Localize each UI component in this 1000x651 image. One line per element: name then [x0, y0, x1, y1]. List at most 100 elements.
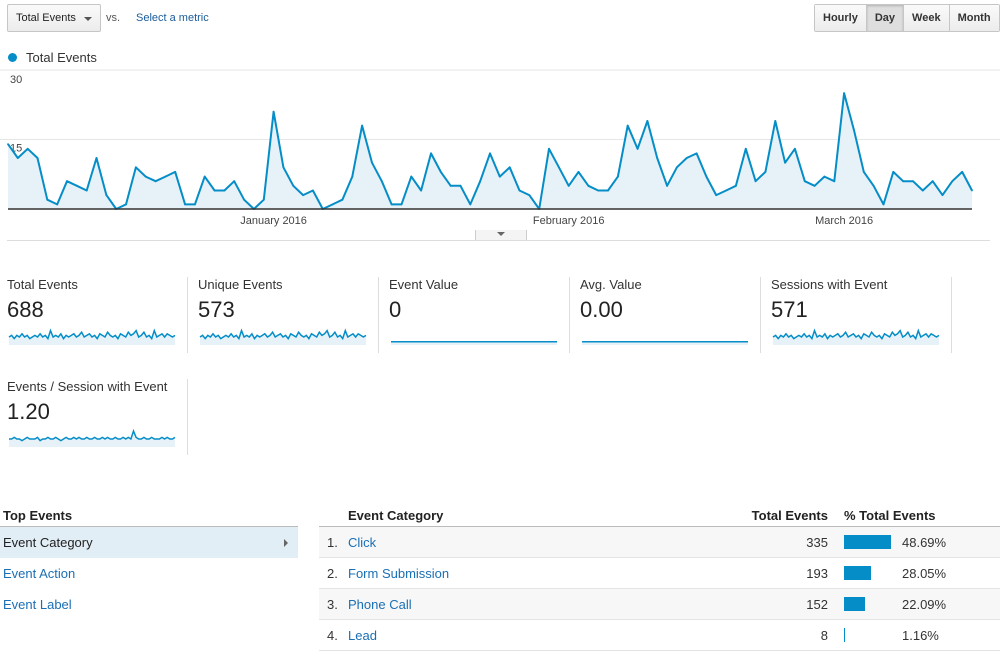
- day-button[interactable]: Day: [866, 5, 905, 31]
- data-point[interactable]: [341, 198, 344, 201]
- data-point[interactable]: [272, 110, 275, 113]
- data-point[interactable]: [557, 166, 560, 169]
- data-point[interactable]: [125, 203, 127, 206]
- data-point[interactable]: [921, 189, 924, 192]
- data-point[interactable]: [892, 171, 895, 173]
- data-point[interactable]: [735, 184, 737, 187]
- data-point[interactable]: [971, 189, 973, 192]
- data-point[interactable]: [833, 180, 836, 183]
- data-point[interactable]: [282, 166, 285, 169]
- column-header-total[interactable]: Total Events: [751, 508, 828, 523]
- data-point[interactable]: [105, 194, 108, 197]
- data-point[interactable]: [518, 189, 521, 192]
- data-point[interactable]: [548, 147, 550, 150]
- data-point[interactable]: [469, 203, 472, 206]
- week-button[interactable]: Week: [904, 5, 950, 31]
- data-point[interactable]: [292, 184, 295, 187]
- data-point[interactable]: [262, 198, 265, 201]
- data-point[interactable]: [46, 198, 49, 201]
- column-header-category[interactable]: Event Category: [348, 508, 444, 523]
- data-point[interactable]: [705, 175, 708, 178]
- data-point[interactable]: [744, 147, 747, 150]
- data-point[interactable]: [784, 161, 787, 164]
- data-point[interactable]: [430, 152, 432, 155]
- top-events-item-event-label[interactable]: Event Label: [0, 589, 298, 620]
- data-point[interactable]: [243, 198, 245, 201]
- data-point[interactable]: [371, 161, 373, 164]
- data-point[interactable]: [607, 189, 609, 192]
- data-point[interactable]: [931, 180, 934, 183]
- metric-tile[interactable]: Event Value 0: [389, 277, 569, 357]
- data-point[interactable]: [95, 157, 98, 159]
- month-button[interactable]: Month: [949, 5, 999, 31]
- data-point[interactable]: [636, 147, 639, 150]
- data-point[interactable]: [56, 203, 59, 206]
- metric-tile[interactable]: Total Events 688: [7, 277, 187, 357]
- metric-tile[interactable]: Avg. Value 0.00: [580, 277, 760, 357]
- data-point[interactable]: [666, 184, 668, 187]
- data-point[interactable]: [223, 189, 226, 192]
- data-point[interactable]: [400, 203, 403, 206]
- data-point[interactable]: [203, 175, 206, 178]
- data-point[interactable]: [626, 124, 629, 127]
- data-point[interactable]: [331, 203, 334, 206]
- data-point[interactable]: [803, 180, 806, 183]
- data-point[interactable]: [16, 157, 19, 159]
- data-point[interactable]: [154, 180, 157, 183]
- select-metric-link[interactable]: Select a metric: [136, 12, 209, 24]
- hourly-button[interactable]: Hourly: [815, 5, 867, 31]
- data-point[interactable]: [193, 203, 196, 206]
- data-point[interactable]: [616, 175, 619, 178]
- data-point[interactable]: [489, 152, 491, 155]
- data-point[interactable]: [420, 189, 423, 192]
- data-point[interactable]: [587, 184, 590, 187]
- data-point[interactable]: [715, 194, 718, 197]
- metric-tile[interactable]: Unique Events 573: [198, 277, 378, 357]
- data-point[interactable]: [312, 189, 314, 192]
- data-point[interactable]: [164, 175, 167, 178]
- data-point[interactable]: [85, 189, 88, 192]
- row-category-link[interactable]: Phone Call: [348, 597, 412, 612]
- data-point[interactable]: [174, 171, 177, 173]
- top-events-item-event-action[interactable]: Event Action: [0, 558, 298, 589]
- data-point[interactable]: [646, 120, 649, 122]
- data-point[interactable]: [843, 92, 846, 95]
- data-point[interactable]: [7, 143, 9, 146]
- data-point[interactable]: [794, 147, 796, 150]
- data-point[interactable]: [508, 166, 511, 169]
- data-point[interactable]: [567, 184, 570, 187]
- data-point[interactable]: [961, 171, 964, 173]
- data-point[interactable]: [685, 157, 688, 159]
- data-point[interactable]: [410, 175, 413, 178]
- row-category-link[interactable]: Form Submission: [348, 566, 450, 581]
- data-point[interactable]: [813, 184, 816, 187]
- data-point[interactable]: [656, 157, 659, 159]
- data-point[interactable]: [439, 171, 442, 173]
- data-point[interactable]: [951, 180, 954, 183]
- data-point[interactable]: [26, 147, 29, 150]
- data-point[interactable]: [213, 189, 216, 192]
- data-point[interactable]: [597, 189, 600, 192]
- data-point[interactable]: [912, 180, 914, 183]
- data-point[interactable]: [902, 180, 905, 183]
- data-point[interactable]: [361, 124, 364, 127]
- data-point[interactable]: [75, 184, 78, 187]
- data-point[interactable]: [36, 157, 39, 159]
- data-point[interactable]: [695, 152, 698, 155]
- data-point[interactable]: [459, 184, 462, 187]
- data-point[interactable]: [882, 203, 885, 206]
- data-point[interactable]: [823, 175, 826, 178]
- data-point[interactable]: [66, 180, 68, 183]
- data-point[interactable]: [941, 194, 944, 197]
- metric-tile[interactable]: Sessions with Event 571: [771, 277, 951, 357]
- row-category-link[interactable]: Click: [348, 535, 377, 550]
- column-header-percent[interactable]: % Total Events: [844, 508, 936, 523]
- data-point[interactable]: [675, 166, 678, 169]
- data-point[interactable]: [528, 194, 531, 197]
- data-point[interactable]: [725, 189, 727, 192]
- data-point[interactable]: [302, 194, 305, 197]
- data-point[interactable]: [390, 203, 393, 206]
- data-point[interactable]: [774, 120, 777, 122]
- data-point[interactable]: [853, 129, 855, 132]
- data-point[interactable]: [498, 175, 501, 178]
